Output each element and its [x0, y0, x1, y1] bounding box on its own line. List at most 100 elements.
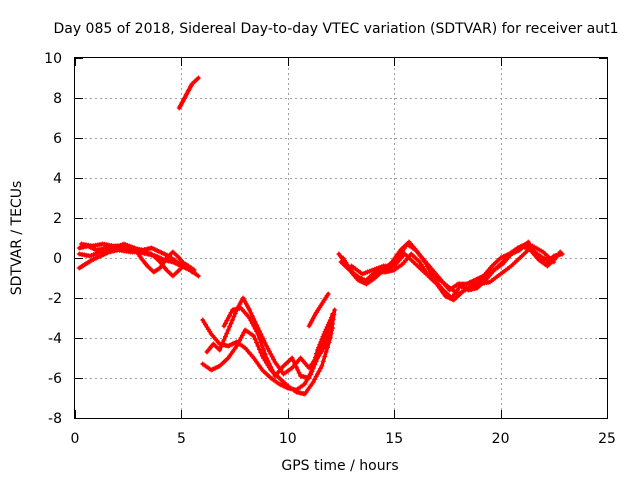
x-tick-label: 5	[177, 431, 186, 447]
data-point	[238, 335, 244, 341]
data-point	[241, 330, 247, 336]
data-point	[261, 347, 267, 353]
data-point	[264, 343, 270, 349]
x-tick-label: 10	[279, 431, 297, 447]
chart-title: Day 085 of 2018, Sidereal Day-to-day VTE…	[53, 21, 618, 37]
y-tick-label: 4	[53, 171, 62, 187]
data-point	[320, 358, 326, 364]
data-point	[290, 358, 296, 364]
data-point	[195, 75, 201, 81]
series-arc-late-c	[340, 243, 559, 303]
y-tick-label: -6	[48, 371, 62, 387]
y-tick-label: -2	[48, 291, 62, 307]
data-point	[191, 269, 197, 275]
data-point	[271, 370, 277, 376]
data-point	[259, 343, 265, 349]
y-tick-label: 6	[53, 131, 62, 147]
data-point	[221, 337, 227, 343]
data-point	[252, 336, 258, 342]
data-point	[268, 351, 274, 357]
data-point	[559, 251, 565, 257]
data-point	[268, 364, 274, 370]
data-point	[224, 318, 230, 324]
data-point	[322, 354, 328, 360]
data-point	[258, 350, 264, 356]
data-point	[317, 366, 323, 372]
series-arc-dip-d	[221, 305, 335, 381]
data-point	[423, 261, 429, 267]
data-point	[327, 330, 333, 336]
data-point	[329, 325, 335, 331]
data-point	[331, 312, 337, 318]
y-tick-label: 2	[53, 211, 62, 227]
data-point	[296, 370, 302, 376]
y-tick-label: -8	[48, 411, 62, 427]
data-point	[248, 310, 254, 316]
data-point	[251, 333, 257, 339]
data-point	[551, 259, 557, 265]
series-layer	[76, 75, 565, 397]
data-point	[427, 269, 433, 275]
y-tick-label: 8	[53, 91, 62, 107]
data-point	[319, 363, 325, 369]
axis-ticks: 0 5 10 15 20 25 -8 -6 -4 -2 0 2 4 6 8 10	[44, 51, 616, 447]
y-axis-title: SDTVAR / TECUs	[9, 181, 25, 296]
series-arc-late-d	[349, 243, 557, 297]
x-tick-label: 0	[71, 431, 80, 447]
data-point	[228, 320, 234, 326]
data-point	[332, 307, 338, 313]
data-point	[246, 315, 252, 321]
data-point	[229, 317, 235, 323]
data-point	[224, 330, 230, 336]
grid-lines	[75, 58, 607, 418]
data-point	[251, 323, 257, 329]
data-point	[239, 332, 245, 338]
data-point	[225, 327, 231, 333]
data-point	[292, 361, 298, 367]
data-point	[293, 364, 299, 370]
data-point	[216, 346, 222, 352]
data-point	[262, 340, 268, 346]
data-point	[310, 379, 316, 385]
data-point	[220, 340, 226, 346]
data-point	[246, 307, 252, 313]
data-point	[227, 312, 233, 318]
data-point	[217, 347, 223, 353]
data-point	[425, 264, 431, 270]
data-point	[231, 314, 237, 320]
data-point	[251, 316, 257, 322]
data-point	[310, 365, 316, 371]
data-point	[255, 331, 261, 337]
data-point	[258, 339, 264, 345]
data-point	[255, 343, 261, 349]
data-point	[248, 318, 254, 324]
data-point	[194, 76, 200, 82]
data-point	[307, 372, 313, 378]
x-tick-label: 25	[598, 431, 616, 447]
data-point	[316, 368, 322, 374]
data-point	[237, 338, 243, 344]
data-point	[271, 356, 277, 362]
data-point	[225, 315, 231, 321]
data-point	[326, 333, 332, 339]
data-point	[195, 273, 201, 279]
data-point	[256, 335, 262, 341]
data-point	[265, 358, 271, 364]
x-axis-title: GPS time / hours	[281, 458, 398, 474]
data-point	[324, 329, 330, 335]
data-point	[234, 343, 240, 349]
data-point	[222, 320, 228, 326]
data-point	[264, 355, 270, 361]
data-point	[313, 358, 319, 364]
data-point	[426, 266, 432, 272]
data-point	[266, 361, 272, 367]
data-point	[249, 320, 255, 326]
data-point	[222, 334, 228, 340]
data-point	[265, 346, 271, 352]
y-tick-label: -4	[48, 331, 62, 347]
data-point	[324, 338, 330, 344]
series-arc-high	[176, 75, 201, 111]
data-point	[269, 354, 275, 360]
data-point	[227, 324, 233, 330]
